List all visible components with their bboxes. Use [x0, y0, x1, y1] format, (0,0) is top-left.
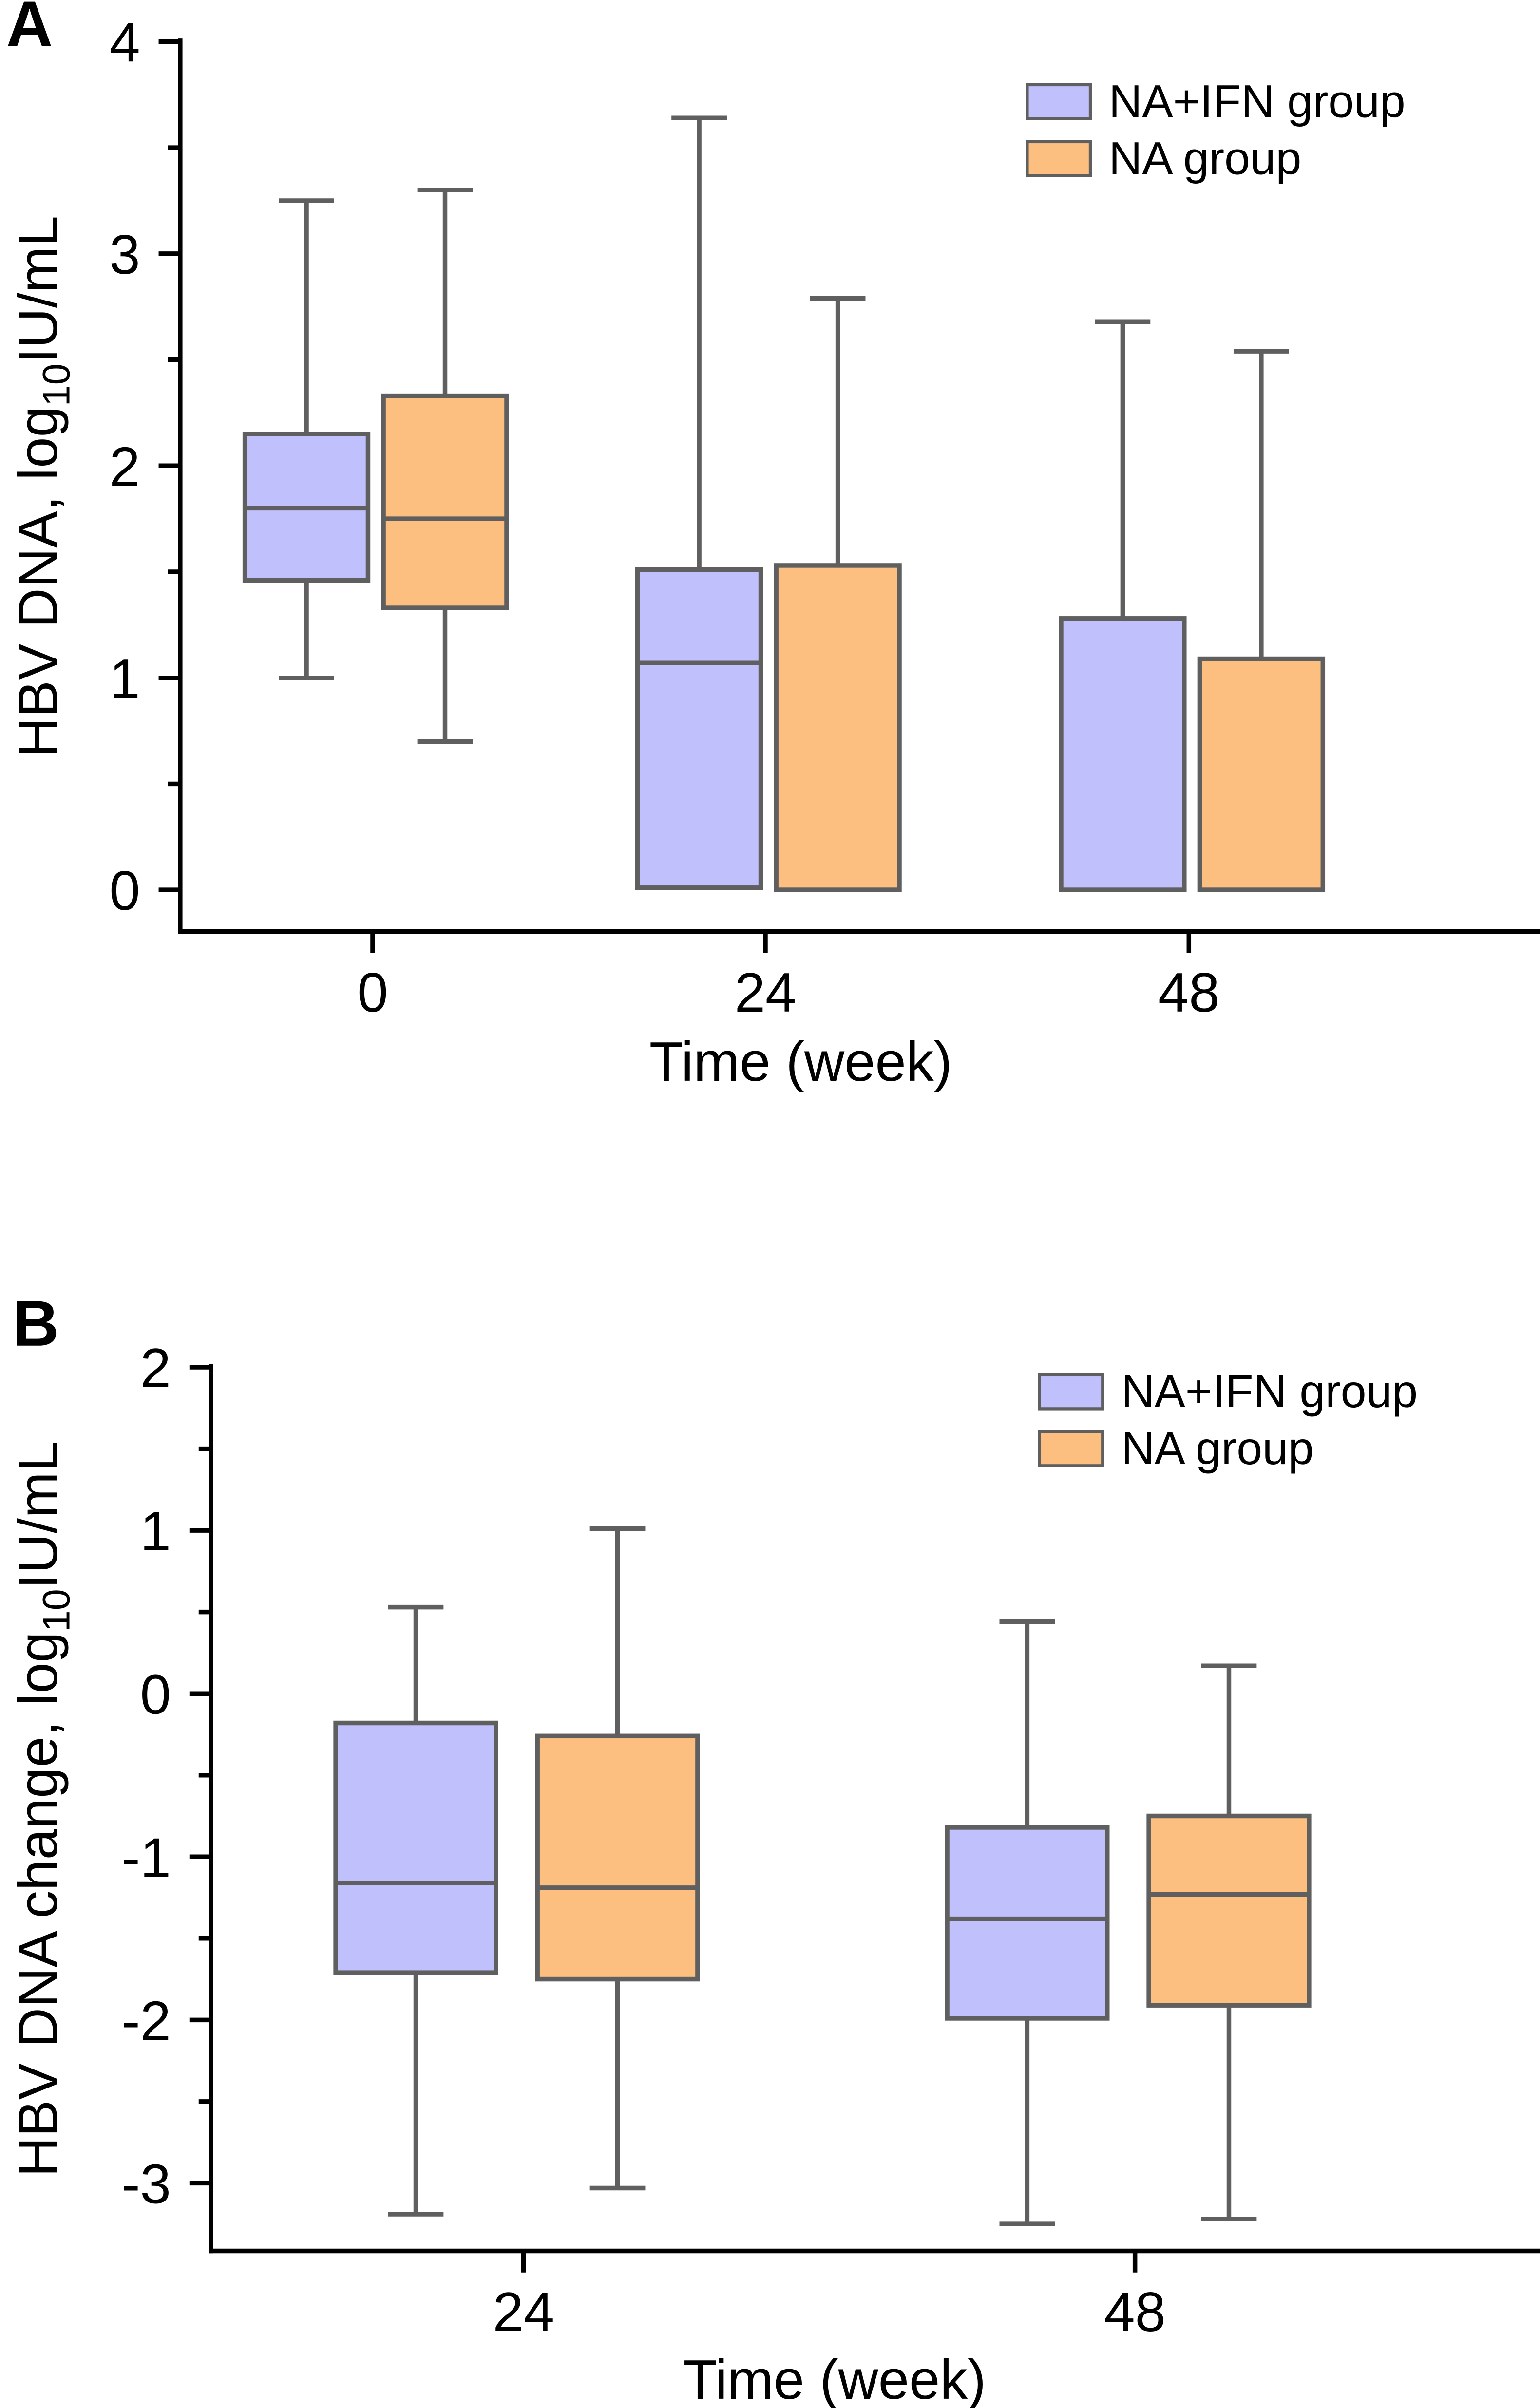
y-tick-label: 4 — [109, 12, 140, 74]
legend-swatch — [1038, 1430, 1104, 1467]
legend-label: NA group — [1121, 1423, 1313, 1474]
box-na-ifn-48 — [945, 1619, 1110, 2226]
box-na-24 — [774, 296, 902, 892]
x-tick-label: 48 — [1158, 962, 1220, 1024]
panel-b: B -3 -2 -1 0 1 2 24 48 Time (week) HBV DNA change,… — [7, 1288, 1540, 2408]
y-tick-label: 3 — [109, 224, 140, 286]
y-tick-label: -2 — [122, 1990, 171, 2052]
x-axis-title: Time (week) — [649, 1031, 952, 1093]
y-tick-label: 1 — [140, 1501, 171, 1562]
box-na-ifn-0 — [242, 198, 371, 680]
panel-a: A 0 1 2 3 4 0 24 48 Time (week) HBV DNA, log10IU/m… — [6, 0, 1540, 1093]
legend-label: NA+IFN group — [1121, 1366, 1418, 1417]
x-tick-label: 24 — [493, 2281, 554, 2343]
legend-label: NA+IFN group — [1109, 75, 1406, 127]
y-axis-title-unit: IU/mL — [7, 216, 69, 363]
box-iqr — [333, 1720, 498, 1975]
box-iqr — [635, 567, 763, 890]
y-tick-label: 0 — [109, 860, 140, 922]
box-na-48 — [1197, 349, 1326, 892]
box-iqr — [774, 563, 902, 892]
y-tick-label: 1 — [109, 648, 140, 710]
legend-swatch — [1026, 83, 1092, 120]
box-iqr — [1059, 616, 1187, 892]
panel-letter: A — [6, 0, 53, 60]
legend: NA+IFN group NA group — [1038, 1366, 1418, 1474]
box-na-48 — [1146, 1663, 1312, 2221]
y-axis-title: HBV DNA change, log10IU/mL — [7, 1441, 77, 2177]
box-na-ifn-48 — [1059, 319, 1187, 892]
box-na-24 — [535, 1526, 700, 2191]
x-tick-label: 0 — [357, 962, 388, 1024]
y-axis-title-subscript: 10 — [34, 1589, 77, 1632]
box-na-ifn-24 — [333, 1604, 498, 2217]
box-iqr — [945, 1825, 1110, 2021]
y-axis-title-subscript: 10 — [34, 363, 77, 406]
x-tick-label: 24 — [735, 962, 797, 1024]
y-axis-title-main: HBV DNA, log — [7, 406, 69, 757]
y-tick-label: -1 — [122, 1827, 171, 1889]
panel-letter: B — [12, 1288, 59, 1360]
x-tick-label: 48 — [1104, 2281, 1166, 2343]
y-axis-title: HBV DNA, log10IU/mL — [7, 216, 77, 757]
box-iqr — [535, 1733, 700, 1982]
box-iqr — [1146, 1813, 1312, 2008]
y-tick-label: 2 — [109, 436, 140, 498]
legend-swatch — [1026, 140, 1092, 177]
y-tick-label: 2 — [140, 1337, 171, 1399]
legend-swatch — [1038, 1373, 1104, 1411]
box-na-ifn-24 — [635, 115, 763, 890]
box-na-0 — [381, 188, 509, 744]
legend-label: NA group — [1109, 132, 1301, 184]
y-axis-title-unit: IU/mL — [7, 1441, 69, 1589]
y-axis-title-main: HBV DNA change, log — [7, 1632, 69, 2177]
box-iqr — [1197, 656, 1326, 892]
x-axis-title: Time (week) — [683, 2349, 986, 2408]
y-tick-label: -3 — [122, 2153, 171, 2215]
box-iqr — [381, 393, 509, 610]
y-tick-label: 0 — [140, 1664, 171, 1726]
